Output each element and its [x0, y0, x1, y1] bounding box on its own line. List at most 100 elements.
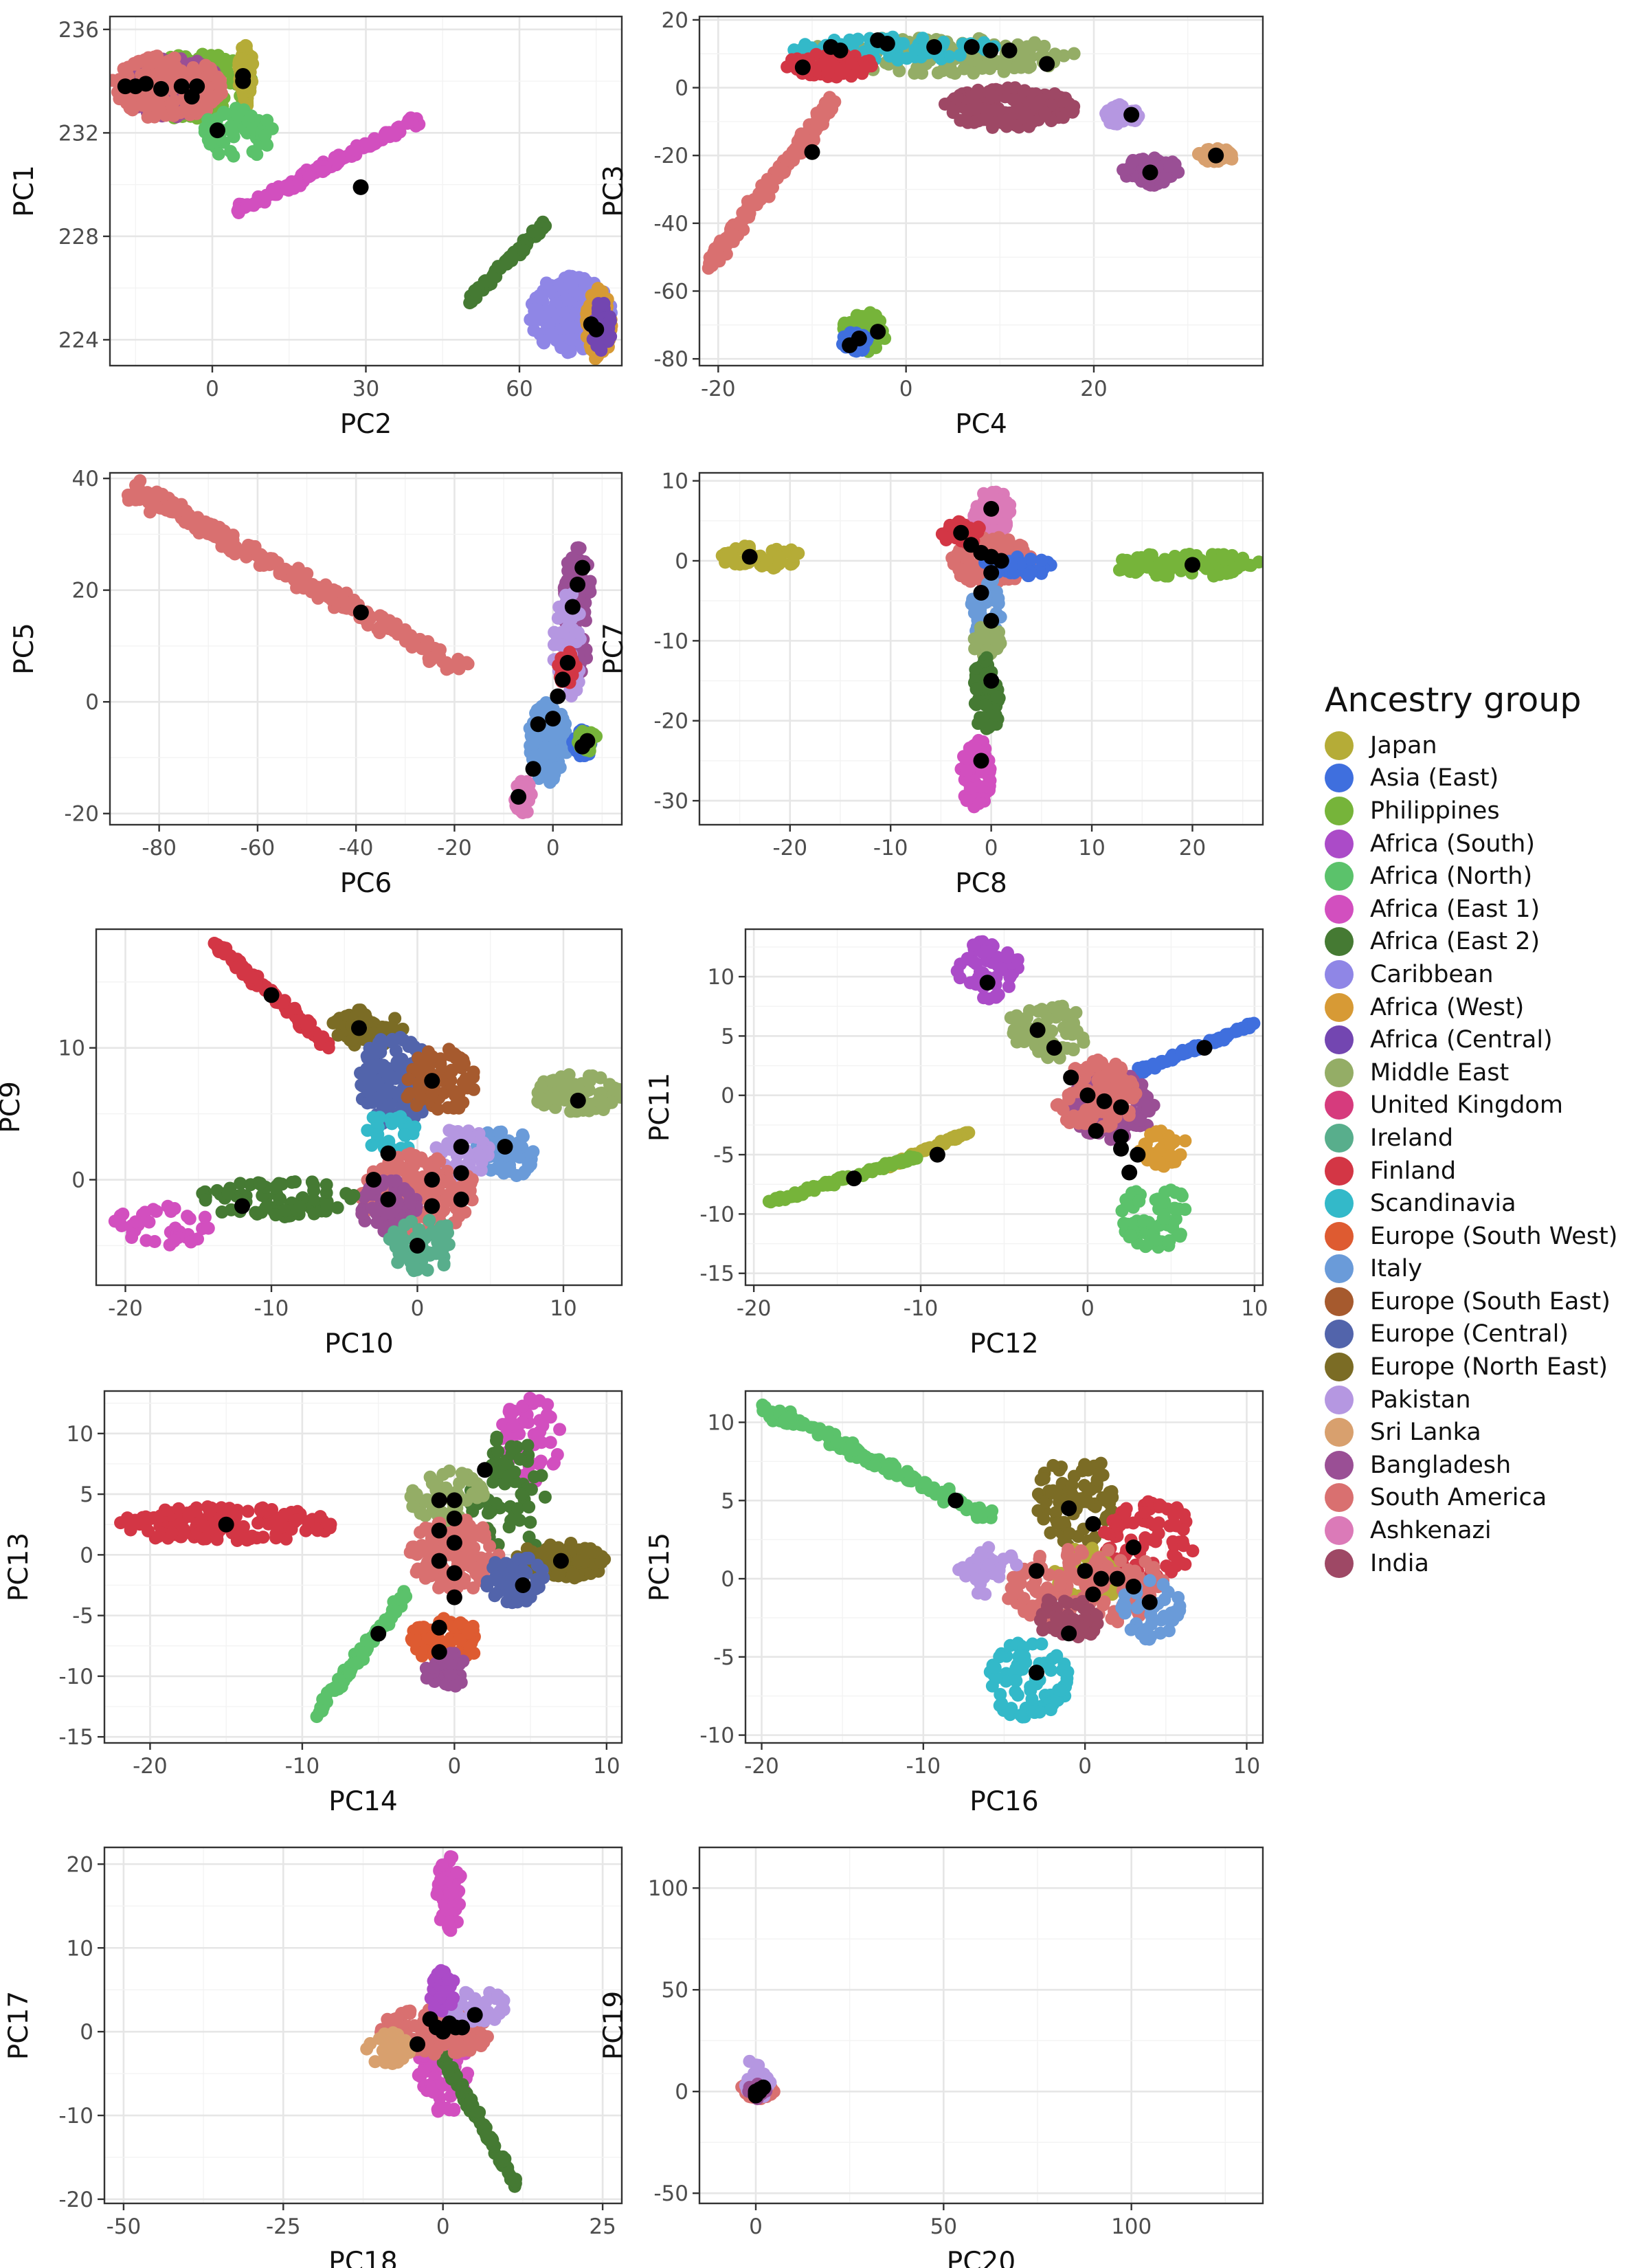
data-point [569, 1080, 583, 1093]
data-point [390, 1111, 404, 1125]
centroids [741, 500, 1200, 769]
data-point [712, 251, 726, 265]
data-point [422, 1159, 436, 1173]
centroids [117, 68, 605, 337]
points [108, 937, 622, 1278]
data-point [331, 1028, 345, 1042]
data-point [129, 493, 143, 507]
data-point [570, 321, 583, 335]
data-point [524, 729, 538, 743]
data-point [974, 603, 987, 616]
data-point [968, 738, 982, 752]
data-point [1151, 568, 1165, 581]
data-point [728, 230, 742, 243]
data-point [140, 95, 154, 109]
data-point [1038, 106, 1052, 120]
data-point [728, 557, 742, 570]
data-point [128, 1215, 142, 1229]
data-point [184, 1235, 198, 1249]
data-point [340, 601, 354, 615]
data-point [433, 1155, 447, 1168]
data-point [972, 797, 986, 810]
x-tick-label: 0 [205, 377, 219, 401]
data-point [467, 1070, 480, 1084]
y-axis-label: PC1 [9, 165, 40, 217]
data-point [1120, 553, 1134, 567]
data-point [559, 588, 572, 602]
data-point [239, 38, 253, 52]
data-point [411, 1175, 425, 1188]
centroid-point [559, 654, 576, 671]
data-point [427, 1188, 441, 1201]
centroid-point [973, 585, 989, 601]
data-point [990, 690, 1004, 704]
x-tick-label: 0 [546, 836, 560, 860]
data-point [422, 1246, 436, 1260]
data-point [422, 1045, 436, 1058]
data-point [963, 103, 976, 117]
data-point [181, 511, 195, 525]
x-tick-label: 0 [411, 1296, 425, 1321]
data-point [389, 1044, 403, 1058]
data-point [397, 1128, 411, 1142]
data-point [348, 143, 361, 157]
data-point [404, 1162, 418, 1176]
centroid-point [453, 1165, 469, 1181]
data-point [212, 531, 226, 545]
data-point [1163, 159, 1177, 173]
data-point [110, 74, 120, 87]
data-point [361, 1124, 374, 1137]
x-axis-label: PC4 [955, 409, 1007, 440]
data-point [547, 1074, 561, 1087]
data-point [538, 761, 552, 775]
data-point [1013, 557, 1027, 571]
data-point [199, 524, 213, 537]
data-point [1018, 44, 1031, 58]
data-point [150, 49, 164, 63]
data-point [1175, 1047, 1189, 1060]
data-point [594, 1071, 607, 1085]
centroid-point [209, 122, 225, 139]
data-point [276, 995, 290, 1009]
centroid-point [545, 711, 561, 727]
centroid-point [1185, 557, 1200, 573]
data-point [389, 1174, 403, 1188]
centroid-point [453, 1191, 469, 1208]
data-point [234, 1177, 247, 1190]
data-point [229, 961, 243, 975]
data-point [945, 65, 958, 79]
data-point [378, 127, 392, 141]
y-tick-label: 232 [58, 121, 99, 146]
data-point [326, 1016, 340, 1030]
data-point [234, 52, 247, 66]
data-point [293, 1200, 306, 1214]
data-point [108, 1214, 122, 1228]
centroid-point [794, 59, 811, 76]
x-tick-label: 0 [899, 377, 913, 401]
data-point [915, 66, 929, 80]
centroid-point [870, 324, 886, 340]
data-point [452, 662, 466, 676]
data-point [456, 1057, 470, 1071]
data-point [131, 480, 145, 493]
data-point [1041, 1012, 1055, 1025]
data-point [360, 1049, 374, 1063]
data-point [330, 1201, 344, 1214]
data-point [972, 85, 986, 99]
centroid-point [380, 1145, 396, 1161]
data-point [1225, 548, 1239, 562]
x-tick-label: 10 [550, 1296, 576, 1321]
centroid-point [173, 78, 190, 95]
centroid-point [963, 38, 980, 55]
data-point [389, 127, 403, 141]
centroid-point [235, 73, 251, 89]
data-point [279, 1204, 293, 1218]
data-point [181, 1210, 194, 1223]
y-tick-label: 228 [58, 225, 99, 249]
y-axis-label: PC9 [0, 1081, 26, 1133]
data-point [199, 1193, 212, 1207]
centroid-point [511, 788, 527, 805]
data-point [982, 945, 996, 959]
